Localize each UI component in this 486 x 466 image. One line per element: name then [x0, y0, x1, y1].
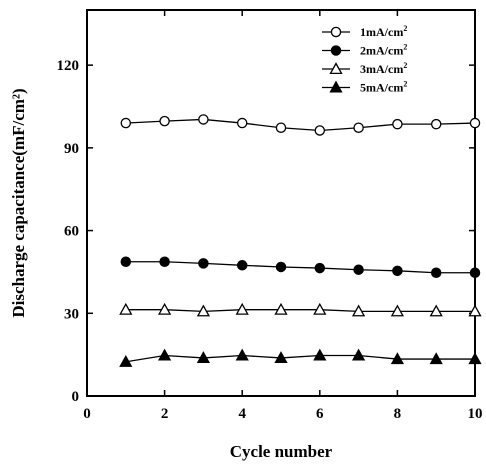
legend-label-superscript: 2	[403, 24, 407, 33]
x-tick-label: 6	[316, 406, 324, 422]
data-point	[235, 348, 249, 361]
x-tick-label: 2	[161, 406, 169, 422]
data-point	[274, 302, 288, 315]
data-point	[392, 265, 403, 277]
data-point	[119, 354, 133, 367]
legend-item: 3mA/cm2	[322, 61, 407, 76]
data-point	[120, 256, 132, 267]
data-point	[314, 262, 326, 274]
data-point	[392, 118, 403, 130]
x-axis-title: Cycle number	[230, 442, 333, 461]
data-point	[469, 267, 481, 279]
legend-label-text: 2mA/cm	[360, 44, 403, 58]
series-line	[125, 309, 475, 313]
legend-marker	[330, 26, 342, 38]
data-point	[275, 122, 287, 133]
data-point	[235, 302, 249, 315]
data-point	[314, 125, 326, 136]
data-point	[198, 258, 209, 269]
data-point	[390, 352, 405, 365]
plot-frame	[86, 9, 476, 397]
legend-label: 2mA/cm2	[360, 43, 407, 58]
series-line	[125, 118, 476, 132]
data-point	[429, 352, 443, 365]
legend-item: 5mA/cm2	[322, 80, 407, 95]
data-point	[275, 261, 287, 273]
data-point	[468, 304, 482, 317]
legend-label-superscript: 2	[403, 43, 407, 52]
series-line	[125, 354, 475, 363]
series-1	[120, 114, 481, 136]
data-point	[390, 304, 405, 317]
data-point	[157, 302, 172, 315]
data-point	[119, 302, 133, 315]
data-point	[351, 348, 366, 361]
data-point	[351, 304, 366, 317]
data-point	[313, 348, 327, 361]
data-point	[236, 117, 248, 129]
legend-item: 2mA/cm2	[322, 43, 407, 58]
legend-label-superscript: 2	[403, 80, 407, 89]
data-point	[313, 302, 327, 315]
y-tick-label: 90	[64, 141, 79, 157]
legend-label-text: 1mA/cm	[360, 25, 403, 39]
data-point	[353, 264, 364, 275]
data-point	[468, 352, 482, 365]
legend-marker	[330, 45, 342, 56]
data-point	[196, 304, 211, 317]
legend-label-text: 3mA/cm	[360, 62, 403, 76]
y-axis-title: Discharge capacitance(mF/cm²)	[9, 88, 28, 317]
x-tick-label: 8	[394, 406, 402, 422]
legend-label: 5mA/cm2	[360, 80, 407, 95]
data-point	[159, 115, 170, 127]
data-point	[353, 122, 364, 133]
data-point	[469, 117, 481, 129]
data-point	[430, 118, 442, 130]
y-tick-label: 30	[64, 306, 79, 322]
legend-label: 1mA/cm2	[360, 24, 407, 39]
x-tick-label: 0	[83, 406, 91, 422]
series-line	[125, 261, 475, 274]
series-layer	[119, 114, 482, 367]
legend-marker	[329, 62, 343, 75]
legend-item: 1mA/cm2	[322, 24, 407, 39]
x-tick-label: 10	[468, 406, 483, 422]
data-point	[198, 114, 209, 125]
data-point	[159, 256, 170, 267]
data-point	[196, 351, 211, 364]
y-tick-label: 0	[72, 389, 80, 405]
x-tick-label: 4	[238, 406, 246, 422]
legend-label-superscript: 2	[403, 61, 407, 70]
legend-label: 3mA/cm2	[360, 61, 407, 76]
legend-label-text: 5mA/cm	[360, 81, 403, 95]
data-point	[157, 348, 172, 361]
series-2	[120, 256, 481, 279]
data-point	[120, 117, 132, 129]
legend-marker	[329, 80, 343, 93]
series-4	[119, 348, 482, 367]
data-point	[274, 351, 288, 364]
series-3	[119, 302, 482, 317]
data-point	[236, 260, 248, 271]
data-point	[429, 304, 443, 317]
y-tick-label: 60	[64, 224, 79, 240]
data-point	[430, 267, 442, 279]
axis-ticks: 0 2 4 6 8 10 0 30 60 90 120	[57, 10, 483, 422]
y-tick-label: 120	[57, 58, 80, 74]
